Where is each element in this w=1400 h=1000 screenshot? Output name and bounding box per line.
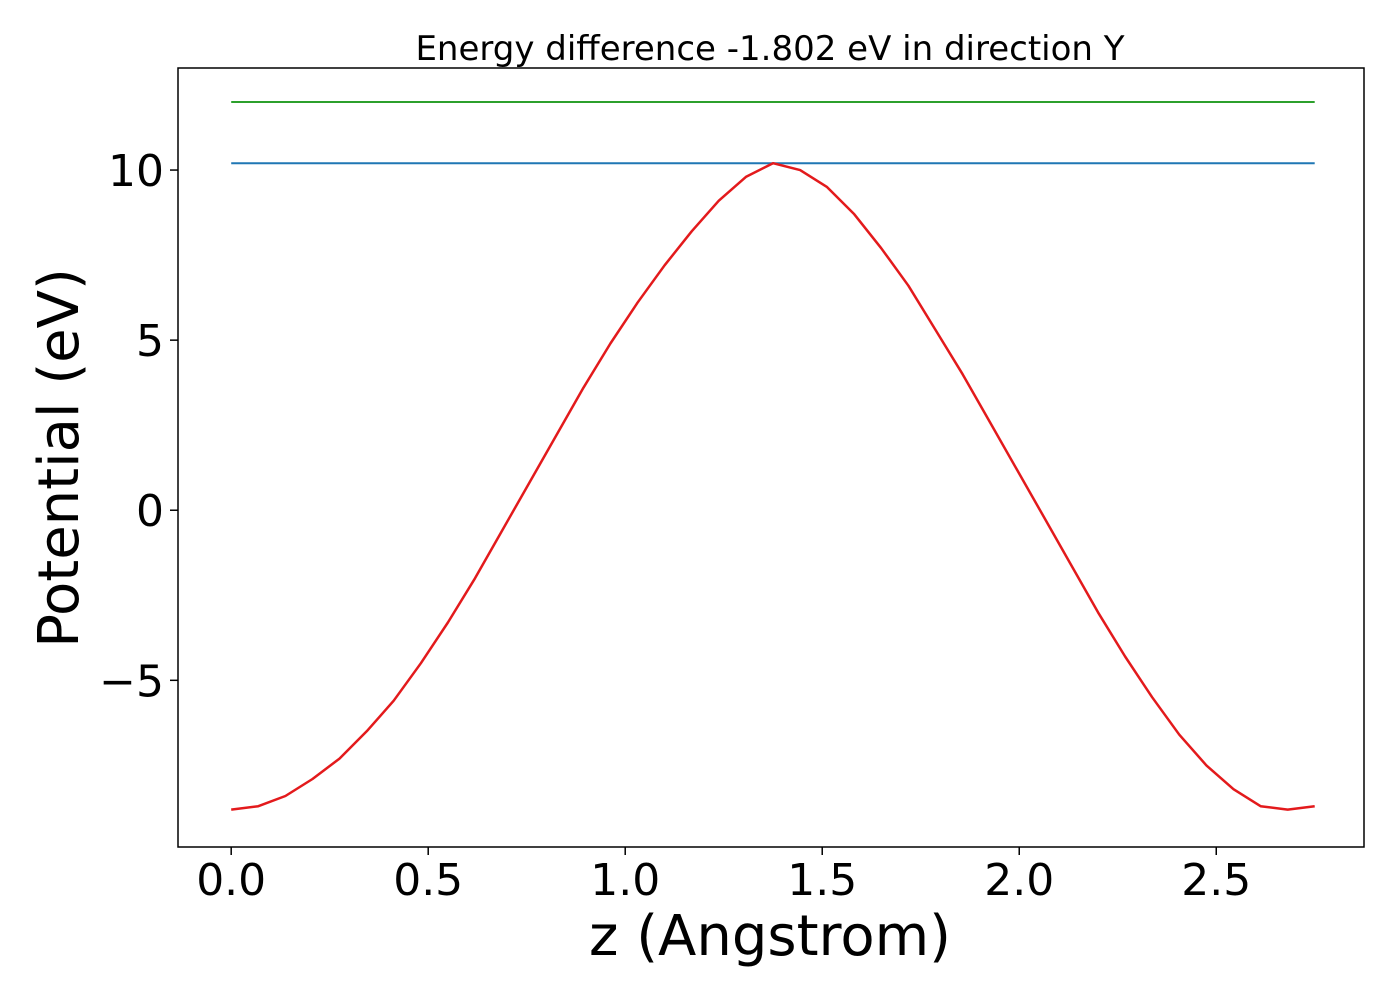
y-tick-label: −5 — [99, 656, 164, 707]
series-line-2 — [231, 161, 1315, 811]
y-tick-label: 0 — [136, 486, 164, 537]
y-axis-label: Potential (eV) — [27, 268, 92, 648]
chart-title: Energy difference -1.802 eV in direction… — [415, 29, 1124, 69]
x-tick-label: 1.5 — [787, 855, 857, 906]
series-layer — [231, 101, 1315, 811]
x-tick-label: 1.0 — [590, 855, 660, 906]
x-tick-label: 0.0 — [196, 855, 266, 906]
y-tick-label: 10 — [108, 146, 164, 197]
x-tick-label: 2.0 — [984, 855, 1054, 906]
x-axis-label: z (Angstrom) — [589, 904, 951, 969]
y-axis: −5 0 5 10 — [99, 146, 178, 707]
x-axis: 0.0 0.5 1.0 1.5 2.0 2.5 — [196, 847, 1251, 906]
x-tick-label: 0.5 — [393, 855, 463, 906]
x-tick-label: 2.5 — [1181, 855, 1251, 906]
y-tick-label: 5 — [136, 316, 164, 367]
plot-frame — [177, 67, 1365, 848]
